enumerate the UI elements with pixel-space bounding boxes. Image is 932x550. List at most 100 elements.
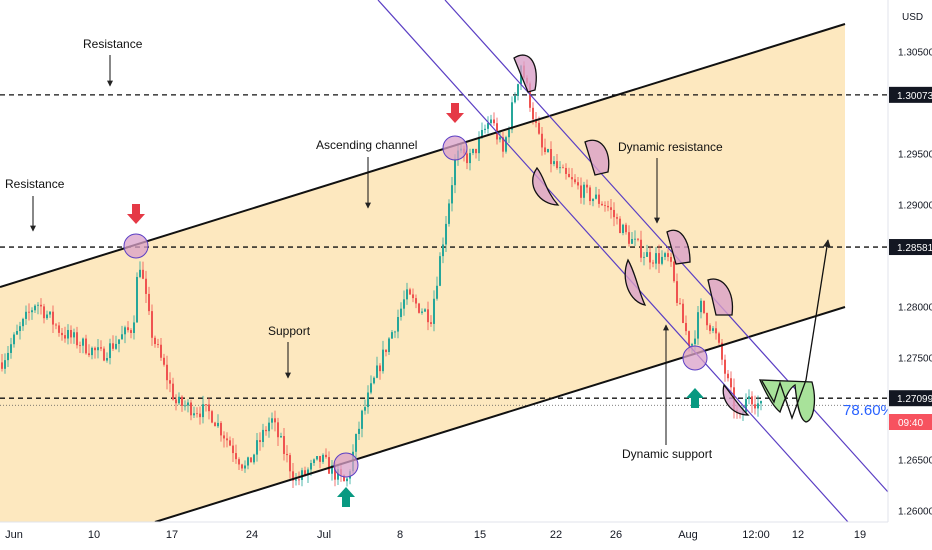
candle: [430, 315, 432, 327]
ascending-channel-area: [0, 24, 845, 522]
candle: [202, 395, 204, 424]
candle: [586, 179, 588, 194]
x-tick-label: 26: [610, 529, 622, 541]
candle: [436, 276, 438, 301]
candle: [718, 331, 720, 346]
candle: [217, 414, 219, 428]
candle: [709, 323, 711, 335]
candle: [244, 460, 246, 473]
candle: [97, 339, 99, 359]
candle: [517, 83, 519, 101]
candle: [64, 326, 66, 343]
candle: [724, 354, 726, 382]
candle: [424, 308, 426, 313]
candle: [622, 223, 624, 236]
x-tick-label: 10: [88, 529, 100, 541]
candle: [58, 322, 60, 337]
x-tick-label: 19: [854, 529, 866, 541]
candle: [61, 328, 63, 341]
candle: [607, 200, 609, 212]
touch-circle: [333, 452, 359, 478]
candle: [121, 325, 123, 340]
candle: [265, 426, 267, 436]
candle: [628, 225, 630, 247]
candle: [31, 307, 33, 320]
candle: [547, 148, 549, 153]
time-axis[interactable]: [0, 522, 888, 550]
candle: [445, 216, 447, 252]
candle: [616, 213, 618, 225]
candle: [514, 92, 516, 104]
price-level-badge: [889, 86, 932, 103]
candle: [544, 138, 546, 155]
price-level-label: 1.30073: [897, 91, 932, 102]
touch-marker: [624, 258, 647, 306]
label-support: Support: [268, 324, 311, 338]
candle: [475, 148, 477, 159]
candle: [412, 288, 414, 303]
candle: [568, 167, 570, 178]
candle: [178, 392, 180, 405]
candle: [163, 353, 165, 367]
down-arrow-icon: [127, 204, 145, 224]
candle: [499, 132, 501, 143]
candle: [37, 302, 39, 315]
candle: [415, 294, 417, 309]
candle: [658, 244, 660, 273]
candle: [127, 321, 129, 333]
candle: [46, 310, 48, 320]
candle: [448, 199, 450, 227]
touch-marker: [707, 278, 734, 316]
candle: [19, 321, 21, 340]
x-tick-label: 17: [166, 529, 178, 541]
candle: [685, 315, 687, 336]
candle: [625, 222, 627, 235]
candle: [661, 250, 663, 266]
candle: [703, 300, 705, 315]
y-tick-label: 1.26000: [898, 506, 932, 517]
candle: [118, 339, 120, 353]
candle: [295, 473, 297, 486]
dynamic-channel-lower: [377, 0, 849, 522]
candle: [214, 421, 216, 427]
x-tick-label: 15: [474, 529, 486, 541]
y-tick-label: 1.30500: [898, 47, 932, 58]
candle: [34, 304, 36, 314]
candle: [226, 432, 228, 448]
candle: [70, 325, 72, 344]
candle: [505, 135, 507, 154]
candle: [649, 246, 651, 270]
candle: [283, 427, 285, 461]
candle: [400, 302, 402, 321]
candle: [493, 112, 495, 126]
candle: [631, 232, 633, 244]
candle: [589, 185, 591, 206]
candle: [667, 249, 669, 262]
candle: [541, 126, 543, 156]
candle: [598, 188, 600, 208]
currency-label: USD: [902, 12, 923, 23]
down-arrow-icon: [446, 103, 464, 123]
candle: [55, 323, 57, 330]
candle: [646, 244, 648, 257]
candle: [634, 230, 636, 247]
candle: [751, 391, 753, 413]
candle: [673, 260, 675, 283]
x-tick-label: Jul: [317, 529, 331, 541]
touch-marker: [584, 139, 610, 176]
candle: [757, 395, 759, 417]
candle: [253, 453, 255, 465]
candle: [187, 399, 189, 413]
x-tick-label: Jun: [5, 529, 23, 541]
touch-circle: [682, 345, 708, 371]
y-tick-label: 1.27500: [898, 353, 932, 364]
touch-marker: [722, 383, 750, 416]
candle: [655, 246, 657, 270]
candle: [484, 124, 486, 134]
candle: [7, 346, 9, 368]
price-axis[interactable]: [888, 0, 932, 550]
candle: [268, 417, 270, 438]
up-arrow-icon: [337, 487, 355, 507]
candle: [382, 340, 384, 374]
